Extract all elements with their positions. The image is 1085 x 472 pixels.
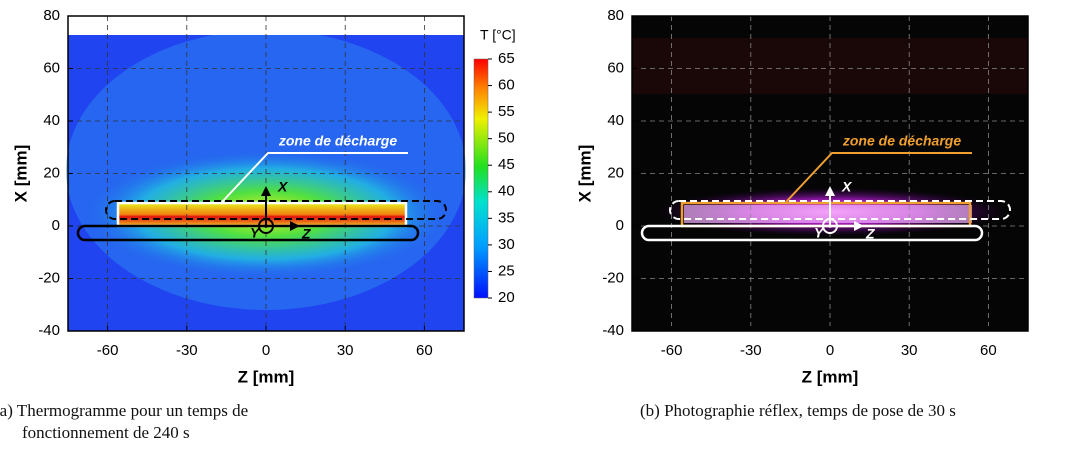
electrode-dashed bbox=[669, 200, 1011, 220]
annotation: zone de décharge bbox=[842, 133, 961, 149]
x-tick-label: 30 bbox=[337, 342, 354, 359]
frame-origin bbox=[258, 218, 274, 234]
x-tick-label: 0 bbox=[826, 342, 834, 359]
annotation: zone de décharge bbox=[278, 133, 397, 149]
x-axis-label: Z [mm] bbox=[802, 367, 859, 386]
x-tick-label: 60 bbox=[416, 342, 433, 359]
electrode-solid bbox=[76, 224, 420, 242]
arrow-head bbox=[825, 186, 835, 196]
y-tick-label: 20 bbox=[43, 164, 60, 181]
arrow-head bbox=[854, 221, 864, 231]
frame-label: Y bbox=[814, 225, 825, 241]
x-axis-label: Z [mm] bbox=[238, 367, 295, 386]
caption: (a) Thermogramme pour un temps de foncti… bbox=[0, 401, 249, 442]
arrow-head bbox=[261, 186, 271, 196]
frame-origin-dot bbox=[264, 224, 268, 228]
colorbar-tick-label: 35 bbox=[498, 209, 515, 226]
colorbar bbox=[473, 58, 489, 299]
y-tick-label: 60 bbox=[607, 59, 624, 76]
y-tick-label: 0 bbox=[616, 217, 624, 234]
y-tick-label: -20 bbox=[38, 269, 60, 286]
y-axis-label: X [mm] bbox=[575, 145, 594, 203]
colorbar-tick-label: 45 bbox=[498, 156, 515, 173]
y-tick-label: 40 bbox=[607, 112, 624, 129]
y-tick-label: -40 bbox=[38, 322, 60, 339]
colorbar-tick-label: 50 bbox=[498, 130, 515, 147]
y-tick-label: 60 bbox=[43, 59, 60, 76]
y-tick-label: 40 bbox=[43, 112, 60, 129]
annotation-line bbox=[785, 152, 972, 203]
x-tick-label: -30 bbox=[176, 342, 198, 359]
y-tick-label: 0 bbox=[52, 217, 60, 234]
frame-label: X bbox=[841, 179, 853, 195]
frame-label: Z bbox=[301, 226, 311, 242]
frame-origin-dot bbox=[828, 224, 832, 228]
y-tick-label: 80 bbox=[43, 7, 60, 24]
x-tick-label: -30 bbox=[740, 342, 762, 359]
colorbar-tick-label: 65 bbox=[498, 50, 515, 67]
x-tick-label: 60 bbox=[980, 342, 997, 359]
plot-frame bbox=[67, 15, 465, 332]
plot-frame bbox=[631, 15, 1029, 332]
annotation-line bbox=[221, 152, 408, 203]
caption: (b) Photographie réflex, temps de pose d… bbox=[640, 401, 956, 420]
colorbar-tick-label: 20 bbox=[498, 289, 515, 306]
colorbar-label: T [°C] bbox=[480, 27, 516, 43]
y-axis-label: X [mm] bbox=[11, 145, 30, 203]
colorbar-tick-label: 30 bbox=[498, 236, 515, 253]
colorbar-tick-label: 25 bbox=[498, 262, 515, 279]
y-tick-label: 80 bbox=[607, 7, 624, 24]
y-tick-label: 20 bbox=[607, 164, 624, 181]
arrow-head bbox=[290, 221, 300, 231]
colorbar-tick-label: 40 bbox=[498, 183, 515, 200]
colorbar-tick-label: 55 bbox=[498, 103, 515, 120]
electrode-dashed bbox=[105, 200, 447, 220]
x-tick-label: -60 bbox=[97, 342, 119, 359]
schematic: zone de décharge X Y Z bbox=[76, 133, 447, 242]
frame-origin bbox=[822, 218, 838, 234]
y-tick-label: -40 bbox=[602, 322, 624, 339]
y-tick-label: -20 bbox=[602, 269, 624, 286]
frame-label: Z bbox=[865, 226, 875, 242]
electrode-solid bbox=[640, 224, 984, 242]
schematic: zone de décharge X Y Z bbox=[640, 133, 1011, 242]
figure: -60 -30 0 30 60 -40 -20 0 20 40 60 80 Z [mm] X [mm] zo… bbox=[11, 7, 1029, 386]
frame-label: X bbox=[277, 179, 289, 195]
x-tick-label: -60 bbox=[661, 342, 683, 359]
frame-label: Y bbox=[250, 225, 261, 241]
colorbar-tick-label: 60 bbox=[498, 77, 515, 94]
x-tick-label: 0 bbox=[262, 342, 270, 359]
x-tick-label: 30 bbox=[901, 342, 918, 359]
